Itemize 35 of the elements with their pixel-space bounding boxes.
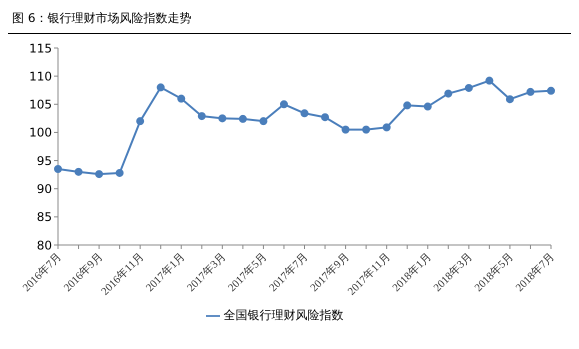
point xyxy=(156,83,165,92)
point xyxy=(218,114,226,122)
point xyxy=(116,168,124,177)
point xyxy=(321,113,330,122)
y-tick-label: 85 xyxy=(36,210,52,224)
y-tick-label: 95 xyxy=(36,154,52,168)
point xyxy=(95,170,104,178)
y-tick-label: 110 xyxy=(29,69,52,84)
point xyxy=(136,117,144,126)
y-tick-label: 105 xyxy=(29,98,52,112)
legend-label: 全国银行理财风险指数 xyxy=(224,308,344,322)
chart-title: 图 6：银行理财市场风险指数走势 xyxy=(8,8,571,34)
point xyxy=(464,84,473,92)
point xyxy=(444,90,452,98)
point xyxy=(280,100,288,108)
point xyxy=(177,94,186,103)
point xyxy=(382,123,391,132)
point xyxy=(403,101,412,110)
point xyxy=(342,126,350,134)
point xyxy=(362,126,370,134)
y-tick-label: 80 xyxy=(36,238,52,252)
y-tick-label: 115 xyxy=(29,41,52,56)
y-tick-label: 90 xyxy=(36,182,52,196)
point xyxy=(547,86,555,95)
point xyxy=(259,117,268,126)
y-tick-label: 100 xyxy=(29,126,52,140)
point xyxy=(198,112,206,120)
point xyxy=(506,95,514,104)
point xyxy=(424,102,432,111)
point xyxy=(526,88,534,96)
point xyxy=(238,114,247,123)
point xyxy=(485,76,494,85)
point xyxy=(74,168,83,176)
point xyxy=(300,109,308,118)
point xyxy=(54,165,62,174)
